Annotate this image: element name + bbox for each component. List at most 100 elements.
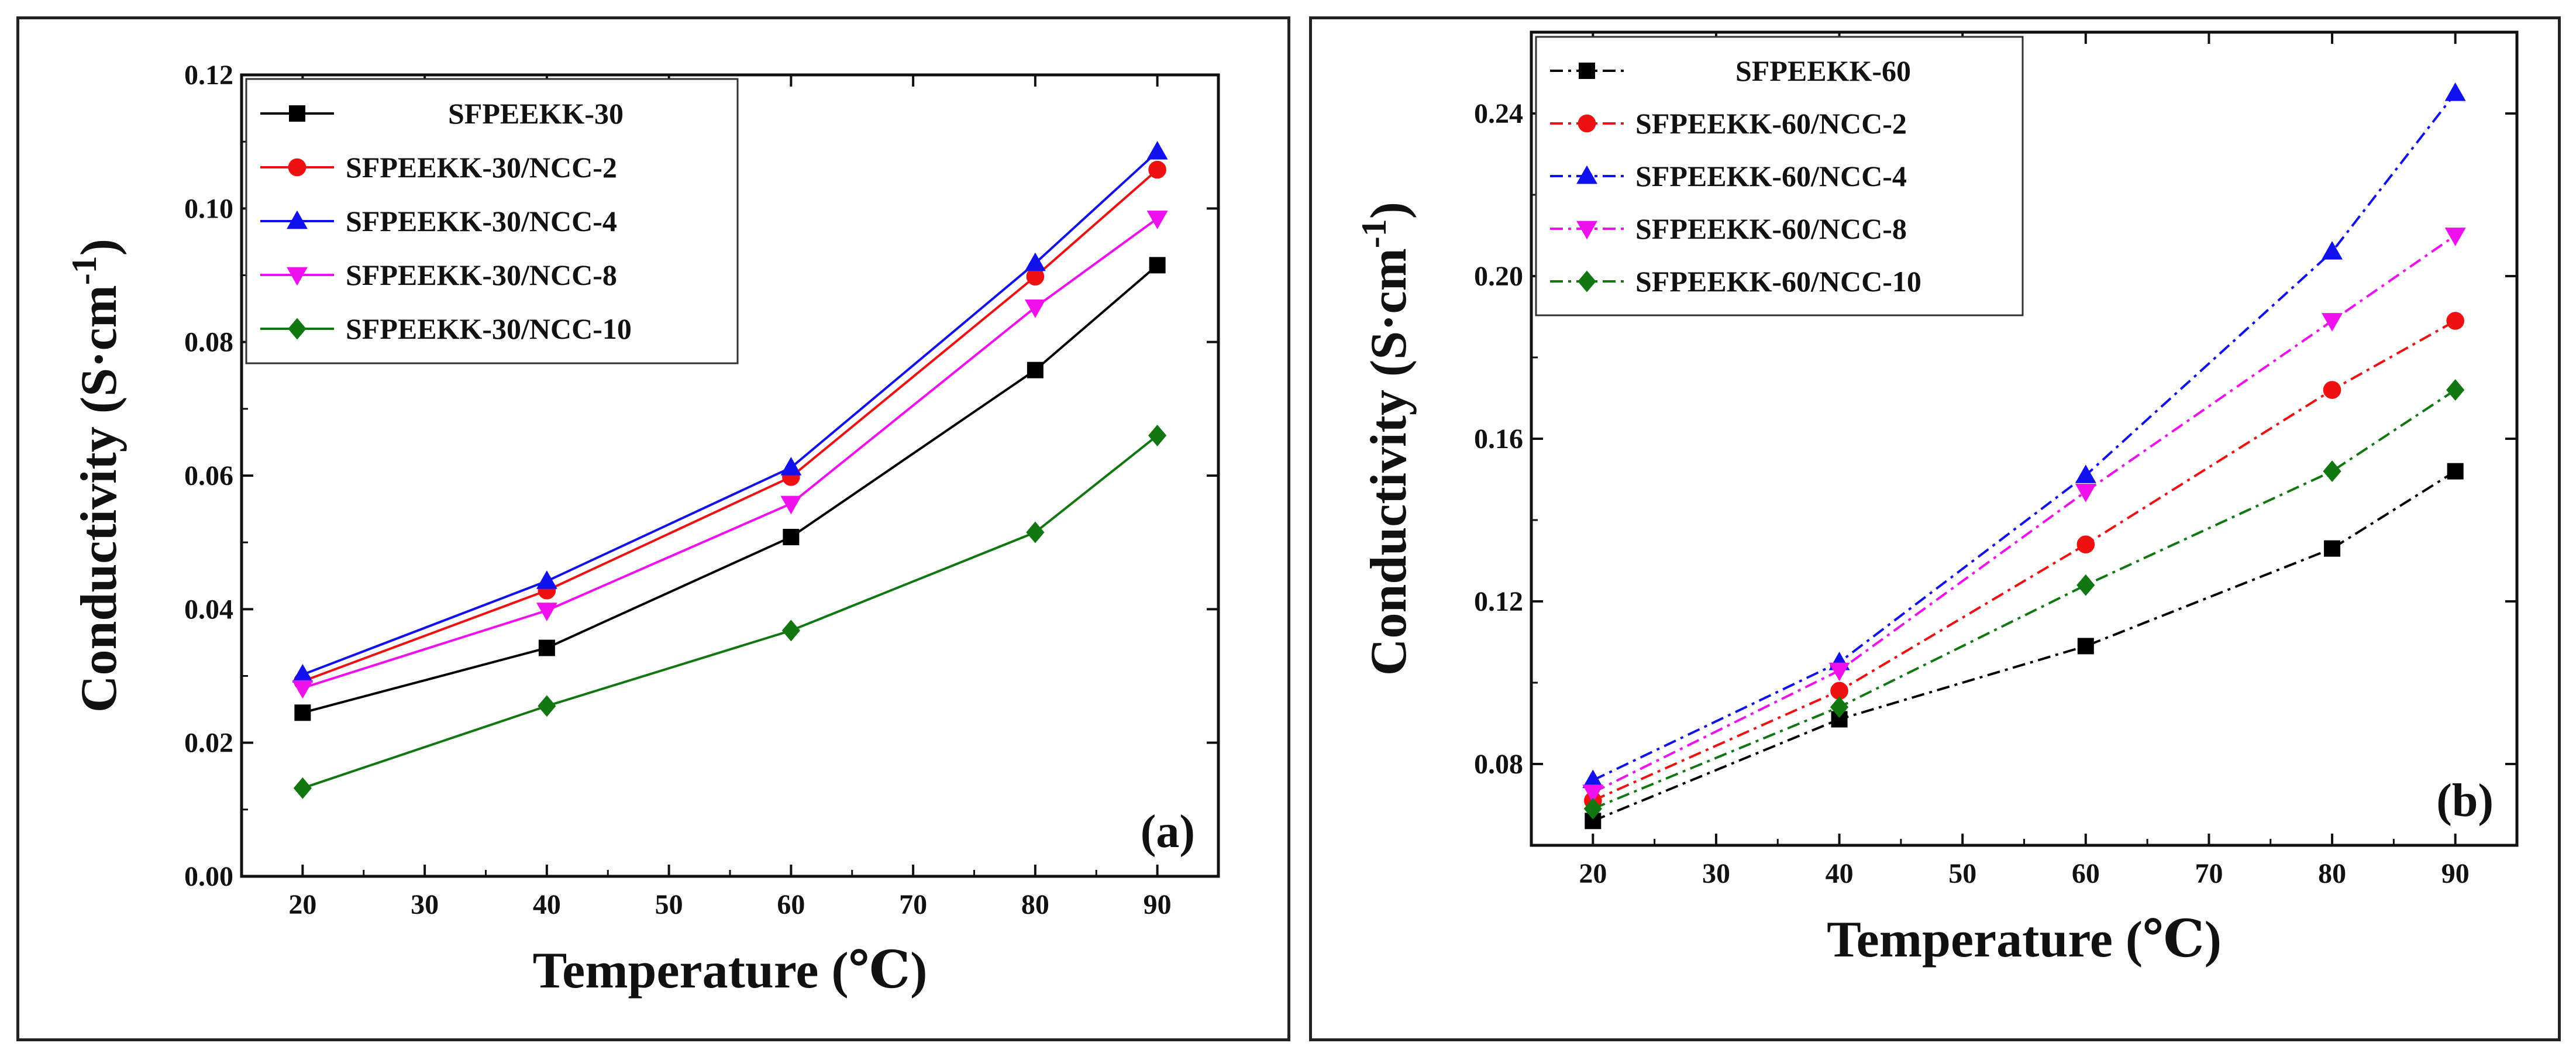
chart-a-legend-label: SFPEEKK-30/NCC-10 (346, 312, 632, 345)
chart-a-data-point (538, 695, 556, 717)
chart-b-y-tick-label: 0.08 (1474, 749, 1523, 780)
chart-b-y-tick-label: 0.20 (1474, 261, 1523, 292)
chart-a-series-sfpeekk-30 (294, 257, 1166, 721)
chart-a-data-point (536, 603, 557, 621)
chart-b-legend-label: SFPEEKK-60/NCC-2 (1635, 107, 1907, 140)
chart-b-series-line (1592, 470, 2456, 822)
chart-a-y-tick-label: 0.04 (184, 594, 233, 625)
chart-a-svg: 20 30 40 50 60 70 80 90 0.00 0.02 0.04 0.06 0.08 0.10… (65, 60, 1220, 999)
chart-b-data-point (1830, 696, 1849, 718)
chart-b-x-tick-label: 40 (1826, 858, 1854, 889)
chart-panel-a: 20 30 40 50 60 70 80 90 0.00 0.02 0.04 0.06 0.08 0.10… (16, 16, 1290, 1041)
chart-a-data-point (1146, 211, 1168, 229)
chart-b-x-tick-label: 90 (2441, 858, 2470, 889)
chart-a-x-tick-label: 70 (899, 889, 927, 920)
chart-a-data-point (292, 680, 314, 699)
chart-b-data-point (2446, 379, 2465, 401)
chart-a-y-tick-label: 0.06 (184, 460, 233, 491)
chart-a-data-point (1149, 257, 1166, 274)
chart-a-series-sfpeekk-30-ncc-8 (292, 211, 1168, 699)
chart-b-series-sfpeekk-60 (1585, 463, 2464, 830)
chart-a-legend-label: SFPEEKK-30/NCC-2 (346, 151, 617, 184)
chart-a-data-point (536, 570, 557, 589)
chart-a-series-line (302, 434, 1158, 790)
chart-b-legend-marker (1578, 114, 1596, 133)
chart-b-data-point (1828, 662, 1850, 682)
chart-b-svg: 20 30 40 50 60 70 80 90 0.08 0.12 0.16 0.20 0.24 Temp… (1355, 30, 2519, 968)
chart-b-data-point (2076, 574, 2095, 596)
chart-a-legend-label: SFPEEKK-30/NCC-4 (346, 205, 617, 238)
chart-a-y-tick-label: 0.00 (184, 861, 233, 892)
chart-a-y-tick-label: 0.02 (184, 728, 233, 759)
chart-a-data-point (1148, 425, 1167, 446)
chart-b-x-tick-label: 70 (2195, 858, 2223, 889)
chart-b-y-tick-label: 0.16 (1474, 424, 1523, 455)
chart-a-legend-label: SFPEEKK-30 (448, 97, 624, 130)
chart-b-x-tick-label: 50 (1948, 858, 1976, 889)
chart-b-data-point (2075, 484, 2096, 503)
chart-a-data-point (783, 529, 800, 546)
chart-b-x-tick-label: 80 (2318, 858, 2346, 889)
chart-a-data-point (780, 495, 802, 515)
chart-a-y-tick-label: 0.12 (184, 60, 233, 91)
chart-b-legend-label: SFPEEKK-60/NCC-10 (1635, 265, 1921, 298)
chart-b-series-sfpeekk-60-ncc-2 (1584, 312, 2464, 810)
chart-b-panel-letter: (b) (2436, 775, 2494, 827)
chart-b-legend-marker (1576, 165, 1597, 184)
chart-a-y-tick-label: 0.10 (184, 193, 233, 224)
chart-a-x-tick-label: 20 (288, 889, 316, 920)
chart-b-y-tick-label: 0.12 (1474, 586, 1523, 617)
chart-a-data-point (1024, 252, 1046, 271)
chart-b-legend-box (1535, 36, 2024, 316)
chart-b-data-point (2444, 82, 2466, 101)
chart-b-legend-marker (1579, 63, 1595, 79)
chart-a-legend-marker (289, 105, 305, 122)
chart-b-data-point (2077, 638, 2094, 655)
chart-b-data-point (2444, 228, 2466, 246)
chart-b-x-tick-label: 20 (1579, 858, 1607, 889)
chart-a-x-tick-label: 50 (655, 889, 683, 920)
chart-b-data-point (2323, 460, 2341, 483)
chart-a-panel-letter: (a) (1141, 806, 1195, 858)
chart-a-data-point (1146, 141, 1168, 160)
chart-b-series-sfpeekk-60-ncc-4 (1582, 82, 2466, 789)
chart-b-data-point (2322, 313, 2343, 332)
chart-a-y-axis-title: Conductivity (S·cm-1) (65, 239, 128, 713)
chart-b-y-tick-label: 0.24 (1474, 98, 1523, 129)
chart-a-data-point (538, 639, 555, 656)
chart-b-x-tick-label: 60 (2072, 858, 2100, 889)
chart-b-x-tick-label: 30 (1702, 858, 1730, 889)
chart-a-data-point (780, 457, 802, 476)
chart-b-series-sfpeekk-60-ncc-8 (1582, 228, 2466, 803)
chart-b-y-axis-title: Conductivity (S·cm-1) (1355, 202, 1417, 676)
chart-a-y-tick-label: 0.08 (184, 327, 233, 358)
chart-a-series-sfpeekk-30-ncc-10 (293, 425, 1167, 799)
chart-a-legend-label: SFPEEKK-30/NCC-8 (346, 259, 617, 291)
chart-a-legend-marker (288, 158, 306, 177)
chart-b-x-axis-title: Temperature (℃) (1827, 911, 2222, 968)
chart-b-data-point (2324, 540, 2341, 557)
chart-b-legend: SFPEEKK-60 SFPEEKK-60/NCC-2 SFPEEKK-60/NCC… (1535, 36, 2024, 316)
chart-a-data-point (781, 620, 800, 642)
chart-a-x-axis-title: Temperature (℃) (533, 942, 928, 999)
chart-a-x-tick-label: 90 (1144, 889, 1172, 920)
chart-a-data-point (1027, 362, 1044, 378)
chart-b-legend-label: SFPEEKK-60/NCC-8 (1635, 212, 1907, 245)
chart-a-legend: SFPEEKK-30 SFPEEKK-30/NCC-2 SFPEEKK-30/NCC… (245, 78, 739, 364)
chart-b-data-point (2075, 464, 2096, 483)
chart-b-data-point (2322, 241, 2343, 260)
chart-a-data-point (1026, 521, 1045, 543)
chart-b-data-point (2446, 312, 2464, 330)
chart-a-legend-marker (287, 267, 308, 286)
chart-a-x-tick-label: 80 (1021, 889, 1049, 920)
chart-a-data-point (294, 704, 311, 721)
chart-b-legend-marker (1578, 270, 1596, 292)
chart-a-x-tick-label: 60 (777, 889, 805, 920)
chart-a-x-tick-label: 30 (411, 889, 439, 920)
chart-a-data-point (293, 777, 312, 799)
chart-panel-b: 20 30 40 50 60 70 80 90 0.08 0.12 0.16 0.20 0.24 Temp… (1309, 16, 2561, 1041)
chart-b-legend-marker (1576, 221, 1597, 240)
chart-a-legend-marker (288, 318, 306, 340)
chart-b-series-sfpeekk-60-ncc-10 (1583, 379, 2465, 820)
chart-b-legend-label: SFPEEKK-60 (1735, 54, 1911, 87)
